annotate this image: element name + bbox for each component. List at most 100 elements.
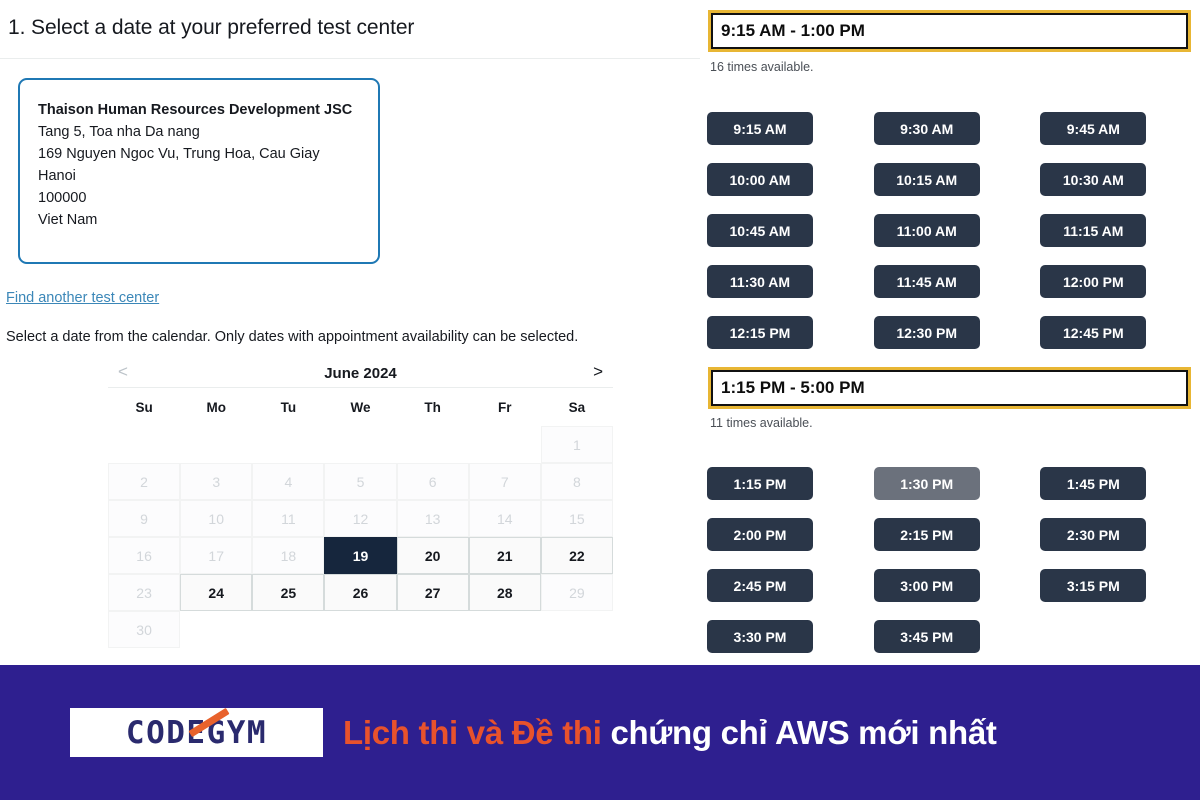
slot-cell: 11:15 AM (1033, 214, 1200, 265)
afternoon-slot-row: 2:45 PM 3:00 PM 3:15 PM (700, 569, 1200, 620)
time-slot-button[interactable]: 12:15 PM (707, 316, 813, 349)
calendar-day-cell: 23 (108, 574, 181, 611)
page-title: 1. Select a date at your preferred test … (8, 16, 415, 39)
calendar-day-grid: 1 2 3 4 5 6 7 8 9 10 11 12 13 14 15 16 17 18 19 20 21 22 23 24 2… (108, 426, 613, 648)
calendar-day-header: Tu (280, 399, 297, 415)
calendar-day-cell[interactable]: 22 (540, 537, 613, 574)
calendar-day-header: We (350, 399, 371, 415)
time-slot-button[interactable]: 3:15 PM (1040, 569, 1147, 602)
time-slot-button[interactable]: 11:15 AM (1040, 214, 1147, 247)
afternoon-slot-grid: 1:15 PM 1:30 PM 1:45 PM 2:00 PM 2:15 PM 2:30 … (700, 467, 1200, 671)
calendar-day-cell[interactable]: 25 (252, 574, 325, 611)
calendar-day-cell[interactable]: 26 (324, 574, 397, 611)
calendar-day-cell[interactable]: 20 (396, 537, 469, 574)
calendar-day-cell[interactable]: 27 (396, 574, 469, 611)
slot-cell: 10:00 AM (700, 163, 867, 214)
time-slot-button[interactable]: 11:00 AM (873, 214, 980, 247)
calendar-day-header: Fr (498, 399, 512, 415)
calendar-day-header: Mo (206, 399, 226, 415)
slot-cell: 9:15 AM (700, 112, 867, 163)
morning-slot-row: 10:00 AM 10:15 AM 10:30 AM (700, 163, 1200, 214)
calendar-day-cell[interactable]: 21 (468, 537, 541, 574)
calendar-day-cell: 13 (396, 500, 469, 537)
afternoon-range-label: 1:15 PM - 5:00 PM (721, 378, 865, 397)
morning-count-label: 16 times available. (710, 60, 814, 74)
afternoon-slot-row: 2:00 PM 2:15 PM 2:30 PM (700, 518, 1200, 569)
calendar-day-cell[interactable]: 24 (180, 574, 253, 611)
calendar-cell-empty (469, 426, 541, 463)
time-slot-button[interactable]: 11:30 AM (707, 265, 813, 298)
slot-cell: 12:00 PM (1033, 265, 1200, 316)
calendar-month-title: June 2024 (324, 365, 397, 382)
time-slot-button[interactable]: 9:15 AM (707, 112, 813, 145)
calendar-day-cell[interactable]: 19 (324, 537, 397, 574)
banner-headline-highlight: Lịch thi và Đề thi (343, 713, 602, 751)
calendar-day-cell: 14 (468, 500, 541, 537)
time-slot-button[interactable]: 2:15 PM (873, 518, 980, 551)
calendar-cell-empty (180, 611, 252, 648)
calendar-cell-empty (397, 611, 469, 648)
slot-cell: 10:15 AM (867, 163, 1034, 214)
time-slot-button[interactable]: 3:30 PM (707, 620, 813, 653)
time-slot-button[interactable]: 3:45 PM (873, 620, 980, 653)
time-slot-button[interactable]: 10:15 AM (873, 163, 980, 196)
morning-slot-row: 11:30 AM 11:45 AM 12:00 PM (700, 265, 1200, 316)
calendar-day-cell[interactable]: 28 (468, 574, 541, 611)
calendar-day-cell: 15 (540, 500, 613, 537)
slot-cell: 12:45 PM (1033, 316, 1200, 367)
test-center-card[interactable]: Thaison Human Resources Development JSC … (18, 78, 380, 264)
slot-cell: 12:15 PM (700, 316, 867, 367)
calendar-day-cell: 7 (468, 463, 541, 500)
time-slot-button[interactable]: 12:30 PM (873, 316, 980, 349)
time-slot-button[interactable]: 2:30 PM (1040, 518, 1147, 551)
calendar-day-header: Th (424, 399, 441, 415)
calendar-cell-empty (397, 426, 469, 463)
heading-divider (0, 58, 700, 59)
test-center-address-line: Viet Nam (38, 212, 98, 228)
banner-headline: Lịch thi và Đề thi chứng chỉ AWS mới nhấ… (343, 714, 997, 752)
time-slot-button[interactable]: 10:00 AM (707, 163, 813, 196)
time-slot-button[interactable]: 1:15 PM (707, 467, 813, 500)
calendar-day-cell: 17 (180, 537, 253, 574)
slot-cell (1033, 620, 1200, 671)
time-slot-button[interactable]: 9:45 AM (1040, 112, 1147, 145)
time-slot-button[interactable]: 1:45 PM (1040, 467, 1147, 500)
slot-cell: 1:45 PM (1033, 467, 1200, 518)
slot-cell: 3:45 PM (867, 620, 1034, 671)
time-slot-button[interactable]: 2:00 PM (707, 518, 813, 551)
time-slot-button[interactable]: 3:00 PM (873, 569, 980, 602)
calendar-cell-empty (180, 426, 252, 463)
calendar-day-cell: 6 (396, 463, 469, 500)
calendar-cell-empty (324, 426, 396, 463)
time-slot-button[interactable]: 10:45 AM (707, 214, 813, 247)
calendar-day-headers: Su Mo Tu We Th Fr Sa (108, 388, 613, 426)
calendar-day-cell: 18 (252, 537, 325, 574)
slot-cell: 10:45 AM (700, 214, 867, 265)
time-slot-button[interactable]: 10:30 AM (1040, 163, 1147, 196)
calendar-day-cell: 30 (108, 611, 181, 648)
time-slots-panel: 9:15 AM - 1:00 PM 16 times available. 9:… (700, 0, 1200, 665)
morning-slot-grid: 9:15 AM 9:30 AM 9:45 AM 10:00 AM 10:15 AM 10:… (700, 112, 1200, 367)
time-slot-button[interactable]: 1:30 PM (873, 467, 980, 500)
previous-month-icon[interactable]: < (118, 362, 128, 381)
calendar-day-cell: 2 (108, 463, 181, 500)
time-slot-button[interactable]: 12:00 PM (1040, 265, 1147, 298)
time-slot-button[interactable]: 11:45 AM (873, 265, 980, 298)
time-slot-button[interactable]: 2:45 PM (707, 569, 813, 602)
morning-slot-row: 12:15 PM 12:30 PM 12:45 PM (700, 316, 1200, 367)
time-slot-button[interactable]: 12:45 PM (1040, 316, 1147, 349)
calendar-help-text: Select a date from the calendar. Only da… (6, 329, 579, 345)
test-center-name: Thaison Human Resources Development JSC (38, 102, 353, 118)
test-center-address-line: Hanoi (38, 168, 76, 184)
time-slot-button[interactable]: 9:30 AM (873, 112, 980, 145)
slot-cell: 3:30 PM (700, 620, 867, 671)
calendar-day-cell: 3 (180, 463, 253, 500)
calendar-cell-empty (541, 611, 613, 648)
calendar-day-cell: 16 (108, 537, 181, 574)
morning-slot-row: 9:15 AM 9:30 AM 9:45 AM (700, 112, 1200, 163)
next-month-icon[interactable]: > (593, 362, 603, 381)
slot-cell: 1:30 PM (867, 467, 1034, 518)
calendar-header: < June 2024 > (108, 360, 613, 388)
find-another-test-center-link[interactable]: Find another test center (6, 290, 160, 306)
